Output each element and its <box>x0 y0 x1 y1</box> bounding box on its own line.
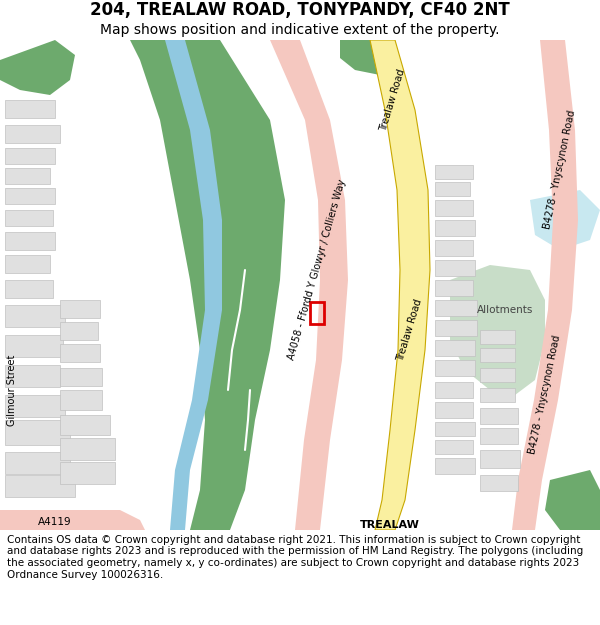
Bar <box>5 148 55 164</box>
Bar <box>480 475 518 491</box>
Text: B4278 - Ynyscynon Road: B4278 - Ynyscynon Road <box>542 109 578 231</box>
Polygon shape <box>512 40 578 530</box>
Polygon shape <box>270 40 348 530</box>
Polygon shape <box>0 510 145 530</box>
Text: Map shows position and indicative extent of the property.: Map shows position and indicative extent… <box>100 23 500 37</box>
Bar <box>480 388 515 402</box>
Bar <box>435 360 475 376</box>
Bar <box>60 344 100 362</box>
Polygon shape <box>0 40 75 95</box>
Bar <box>5 395 65 417</box>
Bar <box>480 428 518 444</box>
Bar <box>480 450 520 468</box>
Text: 204, TREALAW ROAD, TONYPANDY, CF40 2NT: 204, TREALAW ROAD, TONYPANDY, CF40 2NT <box>90 1 510 19</box>
Bar <box>435 260 475 276</box>
Polygon shape <box>130 40 285 530</box>
Bar <box>60 438 115 460</box>
Bar <box>5 365 60 387</box>
Bar <box>435 280 473 296</box>
Bar <box>60 300 100 318</box>
Bar <box>5 475 75 497</box>
Text: Gilmour Street: Gilmour Street <box>7 354 17 426</box>
Bar <box>480 330 515 344</box>
Polygon shape <box>545 470 600 530</box>
Bar <box>480 368 515 382</box>
Bar <box>310 302 324 324</box>
Bar <box>60 390 102 410</box>
Text: B4278 - Ynyscynon Road: B4278 - Ynyscynon Road <box>527 334 563 456</box>
Bar <box>435 200 473 216</box>
Bar <box>435 382 473 398</box>
Bar <box>60 368 102 386</box>
Bar <box>435 422 475 436</box>
Bar <box>5 335 63 357</box>
Text: Allotments: Allotments <box>477 305 533 315</box>
Bar <box>5 452 70 474</box>
Polygon shape <box>530 190 600 250</box>
Bar <box>435 440 473 454</box>
Bar <box>435 458 475 474</box>
Bar <box>5 210 53 226</box>
Text: A4119: A4119 <box>38 517 72 527</box>
Bar <box>5 125 60 143</box>
Bar <box>435 300 477 316</box>
Bar <box>435 220 475 236</box>
Bar <box>435 182 470 196</box>
Polygon shape <box>165 40 222 530</box>
Bar <box>435 240 473 256</box>
Bar <box>5 188 55 204</box>
Bar <box>435 320 477 336</box>
Bar <box>5 280 53 298</box>
Text: Trealaw Road: Trealaw Road <box>379 68 407 132</box>
Bar <box>435 402 473 418</box>
Bar <box>435 165 473 179</box>
Bar <box>5 232 55 250</box>
Bar <box>480 408 518 424</box>
Text: A4058 - Ffordd Y Glowyr / Colliers Way: A4058 - Ffordd Y Glowyr / Colliers Way <box>286 179 347 361</box>
Bar <box>5 168 50 184</box>
Text: Trealaw Road: Trealaw Road <box>396 298 424 362</box>
Polygon shape <box>340 40 395 75</box>
Bar <box>5 255 50 273</box>
Bar <box>480 348 515 362</box>
Bar <box>5 420 70 445</box>
Polygon shape <box>450 265 545 395</box>
Bar <box>5 100 55 118</box>
Bar <box>60 415 110 435</box>
Bar <box>60 322 98 340</box>
Bar <box>60 462 115 484</box>
Bar <box>5 305 65 327</box>
Text: TREALAW: TREALAW <box>360 520 420 530</box>
Text: Contains OS data © Crown copyright and database right 2021. This information is : Contains OS data © Crown copyright and d… <box>7 535 583 579</box>
Bar <box>435 340 475 356</box>
Polygon shape <box>370 40 430 530</box>
